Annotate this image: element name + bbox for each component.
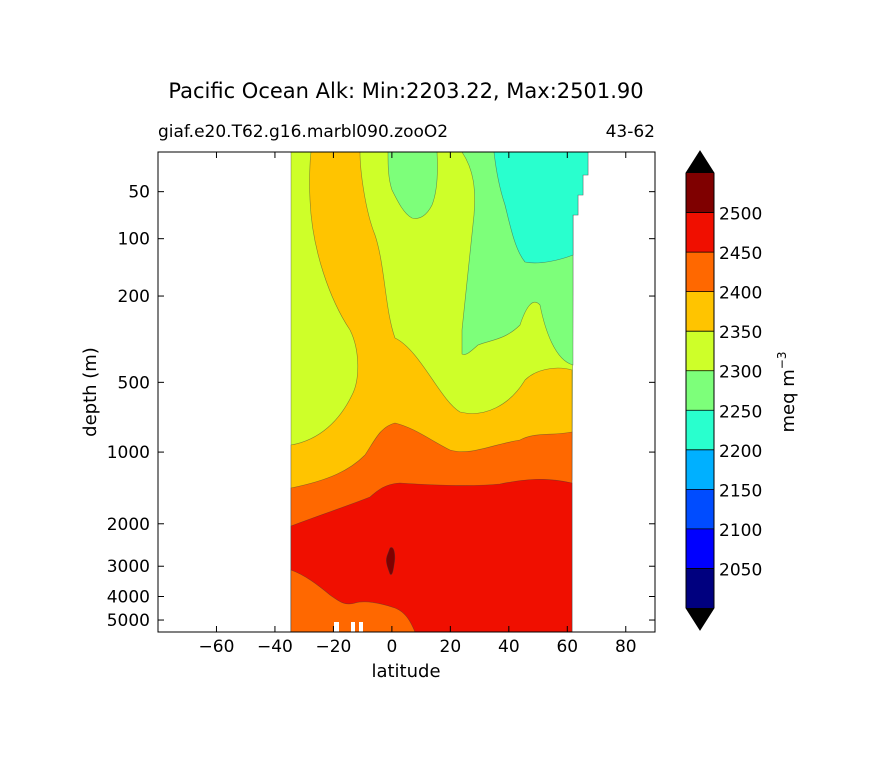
contour-2500-blob — [386, 547, 396, 575]
contour-2250-island — [387, 152, 438, 219]
colorbar-segment — [686, 489, 714, 529]
colorbar-tick-label: 2450 — [719, 244, 762, 264]
bottom-gaps — [334, 622, 363, 632]
colorbar-segment — [686, 252, 714, 292]
y-tick-label: 3000 — [107, 557, 150, 577]
x-tick-label: 20 — [440, 637, 462, 657]
x-tick-label: −20 — [315, 637, 351, 657]
chart-subtitle-left: giaf.e20.T62.g16.marbl090.zooO2 — [158, 122, 448, 142]
chart-subtitle-right: 43-62 — [606, 122, 655, 142]
y-tick-label: 4000 — [107, 587, 150, 607]
colorbar-segment — [686, 449, 714, 490]
colorbar-tick-label: 2150 — [719, 481, 762, 501]
contour-2450-region — [290, 479, 573, 632]
colorbar-tick-label: 2500 — [719, 205, 762, 225]
y-tick-label: 100 — [118, 230, 150, 250]
colorbar: 2050 2100 2150 2200 2250 2300 2350 2400 2450 2500 — [685, 150, 762, 631]
x-tick-label: 80 — [615, 637, 637, 657]
colorbar-segment — [686, 568, 714, 608]
colorbar-segment — [686, 291, 714, 332]
colorbar-segment — [686, 410, 714, 450]
x-tick-label: 40 — [498, 637, 520, 657]
y-axis: 50 100 200 500 1000 2000 3000 4000 5000 — [107, 183, 655, 631]
y-tick-label: 1000 — [107, 443, 150, 463]
chart-title: Pacific Ocean Alk: Min:2203.22, Max:2501… — [168, 79, 643, 103]
colorbar-segment — [686, 173, 714, 213]
colorbar-outline — [685, 150, 715, 631]
x-axis-label: latitude — [371, 661, 440, 682]
colorbar-segment — [686, 528, 714, 569]
y-tick-label: 50 — [128, 183, 150, 203]
plot-frame — [157, 151, 656, 633]
colorbar-tick-label: 2100 — [719, 521, 762, 541]
x-tick-label: −60 — [199, 637, 235, 657]
colorbar-extend-min — [686, 608, 714, 630]
y-tick-label: 500 — [118, 373, 150, 393]
colorbar-tick-label: 2050 — [719, 560, 762, 580]
colorbar-segment — [686, 331, 714, 371]
contour-2200-region — [493, 152, 589, 264]
x-tick-label: −40 — [257, 637, 293, 657]
plot-area: −60 −40 −20 0 20 40 60 80 50 100 200 500 1000 2000 30… — [107, 151, 656, 657]
colorbar-extend-max — [686, 151, 714, 173]
y-axis-label: depth (m) — [80, 347, 101, 437]
colorbar-segment — [686, 212, 714, 253]
x-axis: −60 −40 −20 0 20 40 60 80 — [199, 152, 637, 657]
x-tick-label: 60 — [556, 637, 578, 657]
colorbar-tick-label: 2400 — [719, 284, 762, 304]
contour-2400-bottom — [290, 569, 416, 632]
y-tick-label: 5000 — [107, 611, 150, 631]
colorbar-tick-label: 2350 — [719, 323, 762, 343]
colorbar-tick-label: 2300 — [719, 363, 762, 383]
y-tick-label: 200 — [118, 287, 150, 307]
colorbar-label: meq m−3 — [775, 352, 799, 433]
y-tick-label: 2000 — [107, 515, 150, 535]
x-tick-label: 0 — [386, 637, 397, 657]
colorbar-tick-label: 2250 — [719, 402, 762, 422]
colorbar-segment — [686, 370, 714, 411]
colorbar-tick-label: 2200 — [719, 442, 762, 462]
